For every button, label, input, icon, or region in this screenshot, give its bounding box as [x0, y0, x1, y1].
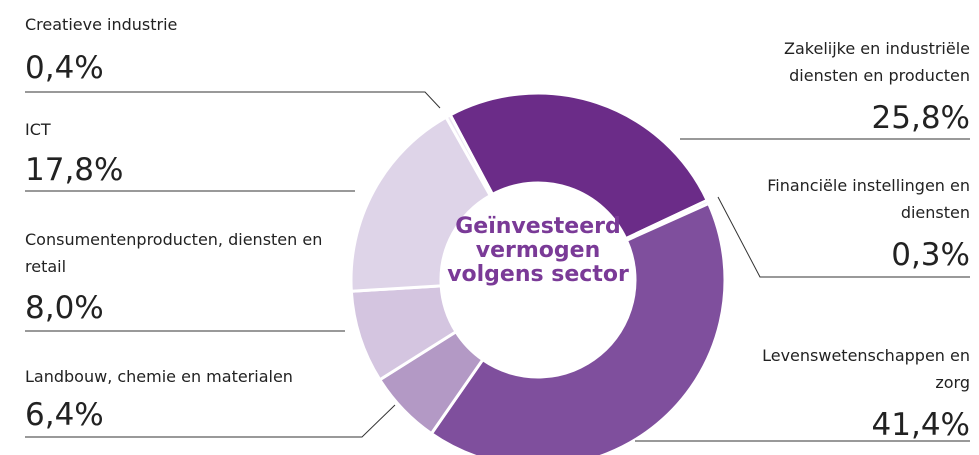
- donut-segment: [444, 112, 495, 198]
- leader-line: [717, 196, 970, 278]
- category-label: Landbouw, chemie en materialen: [25, 367, 293, 386]
- value-label: 6,4%: [25, 397, 104, 433]
- category-label: Consumentenproducten, diensten en retail: [25, 230, 323, 276]
- chart-title: Geïnvesteerd vermogen volgens sector: [447, 214, 629, 287]
- category-label: Financiële instellingen en diensten: [767, 176, 970, 222]
- donut-segment: [448, 91, 710, 241]
- category-label: ICT: [25, 120, 51, 139]
- category-label: Creatieve industrie: [25, 15, 178, 34]
- value-label: 25,8%: [871, 100, 970, 136]
- leader-line: [25, 404, 396, 438]
- leader-line: [25, 91, 441, 109]
- value-label: 41,4%: [871, 407, 970, 443]
- category-label: Zakelijke en industriële diensten en pro…: [784, 39, 970, 85]
- donut-segment: [349, 115, 493, 293]
- value-label: 0,3%: [891, 237, 970, 273]
- value-label: 0,4%: [25, 50, 104, 86]
- value-label: 17,8%: [25, 152, 124, 188]
- value-label: 8,0%: [25, 290, 104, 326]
- category-label: Levenswetenschappen en zorg: [762, 346, 970, 392]
